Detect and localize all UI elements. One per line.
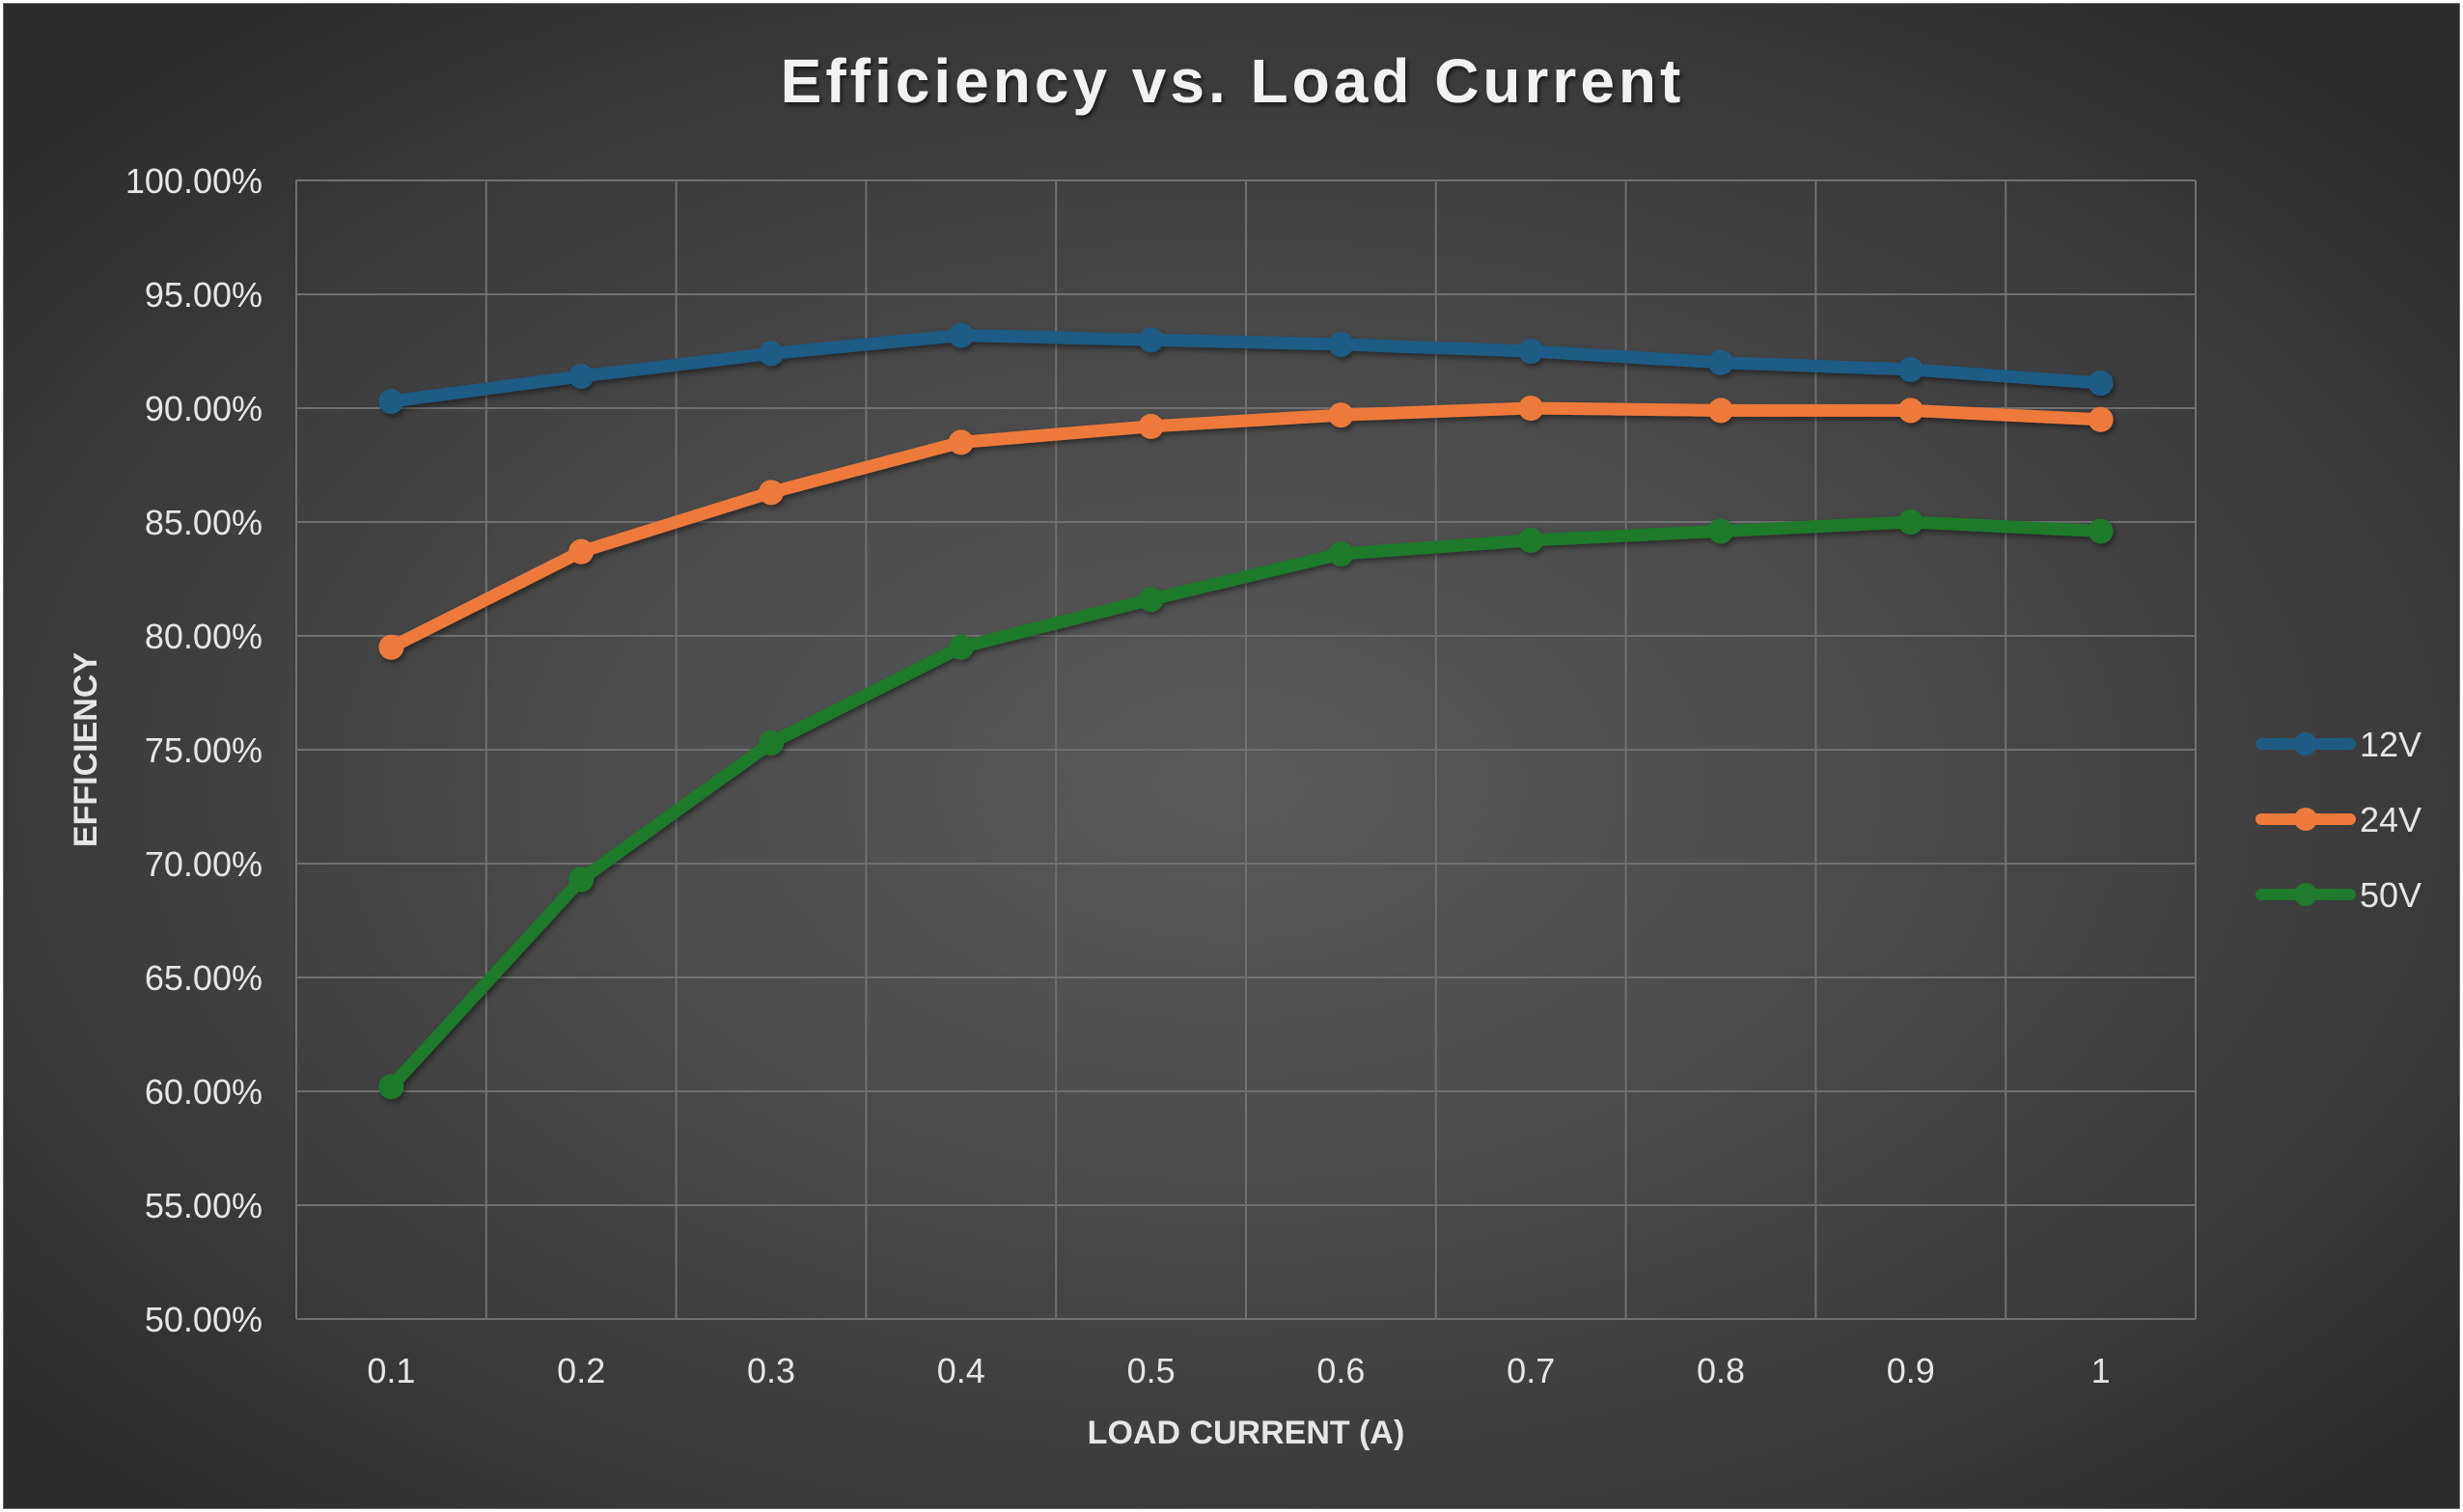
- data-point: [948, 634, 974, 660]
- y-tick-label: 50.00%: [145, 1300, 263, 1339]
- y-tick-label: 65.00%: [145, 958, 263, 998]
- legend-point-marker: [2294, 808, 2317, 831]
- data-point: [1518, 396, 1544, 421]
- data-point: [568, 866, 595, 893]
- data-point: [568, 538, 595, 564]
- x-tick-label: 0.1: [367, 1351, 415, 1390]
- data-point: [1328, 541, 1354, 567]
- legend-label: 12V: [2360, 725, 2421, 764]
- legend-item: 50V: [2255, 875, 2421, 915]
- data-point: [1897, 356, 1923, 382]
- series-lines: [378, 322, 2114, 1100]
- data-point: [1518, 339, 1544, 364]
- data-point: [948, 429, 974, 455]
- y-tick-label: 100.00%: [125, 161, 263, 201]
- legend-label: 24V: [2360, 800, 2421, 839]
- series-line: [384, 401, 2108, 654]
- data-point: [1708, 398, 1733, 424]
- x-tick-label: 0.2: [557, 1351, 605, 1390]
- data-point: [948, 322, 974, 348]
- legend-point-marker: [2294, 883, 2317, 906]
- x-tick-label: 0.9: [1887, 1351, 1935, 1390]
- data-point: [2088, 371, 2114, 397]
- chart-title: Efficiency vs. Load Current: [781, 46, 1685, 116]
- data-point: [1708, 518, 1733, 544]
- legend-label: 50V: [2360, 875, 2421, 915]
- data-point: [1138, 327, 1164, 353]
- x-tick-label: 0.8: [1697, 1351, 1745, 1390]
- series-50V: [378, 509, 2114, 1100]
- series-line: [384, 328, 2108, 408]
- legend-item: 12V: [2255, 725, 2421, 764]
- y-tick-label: 85.00%: [145, 503, 263, 542]
- y-tick-label: 55.00%: [145, 1186, 263, 1225]
- y-axis-ticks: 100.00% 95.00% 90.00% 85.00% 80.00% 75.00% 70.…: [125, 161, 263, 1339]
- data-point: [568, 363, 595, 389]
- y-axis-title: EFFICIENCY: [68, 652, 104, 847]
- chart-area: Efficiency vs. Load Current 100.00% 95.00…: [3, 3, 2460, 1509]
- data-point: [1138, 587, 1164, 613]
- data-point: [1897, 509, 1923, 535]
- data-point: [2088, 406, 2114, 432]
- series-24V: [378, 396, 2114, 660]
- data-point: [1328, 331, 1354, 357]
- data-point: [378, 1074, 404, 1100]
- y-tick-label: 70.00%: [145, 844, 263, 884]
- y-tick-label: 95.00%: [145, 275, 263, 315]
- data-point: [1518, 527, 1544, 553]
- data-point: [1138, 413, 1164, 439]
- data-point: [759, 341, 784, 367]
- data-point: [2088, 518, 2114, 544]
- efficiency-line-chart: Efficiency vs. Load Current 100.00% 95.00…: [68, 46, 2421, 1451]
- x-tick-label: 0.5: [1127, 1351, 1176, 1390]
- y-tick-label: 80.00%: [145, 617, 263, 656]
- x-tick-label: 0.7: [1507, 1351, 1555, 1390]
- data-point: [759, 729, 784, 756]
- legend-item: 24V: [2255, 800, 2421, 839]
- data-point: [1328, 402, 1354, 428]
- x-axis-ticks: 0.1 0.2 0.3 0.4 0.5 0.6 0.7 0.8 0.9 1: [367, 1351, 2110, 1390]
- legend-point-marker: [2294, 732, 2317, 756]
- y-tick-label: 90.00%: [145, 389, 263, 428]
- data-point: [759, 480, 784, 506]
- x-tick-label: 1: [2091, 1351, 2111, 1390]
- plot-grid: [295, 179, 2197, 1320]
- legend: 12V 24V 50V: [2255, 725, 2421, 915]
- x-axis-title: LOAD CURRENT (A): [1088, 1415, 1405, 1451]
- x-tick-label: 0.6: [1316, 1351, 1365, 1390]
- x-tick-label: 0.3: [747, 1351, 795, 1390]
- series-12V: [378, 322, 2114, 414]
- y-tick-label: 75.00%: [145, 730, 263, 770]
- data-point: [378, 388, 404, 414]
- data-point: [378, 634, 404, 660]
- x-tick-label: 0.4: [937, 1351, 985, 1390]
- series-line: [384, 515, 2108, 1093]
- data-point: [1708, 349, 1733, 375]
- y-tick-label: 60.00%: [145, 1072, 263, 1112]
- data-point: [1897, 398, 1923, 424]
